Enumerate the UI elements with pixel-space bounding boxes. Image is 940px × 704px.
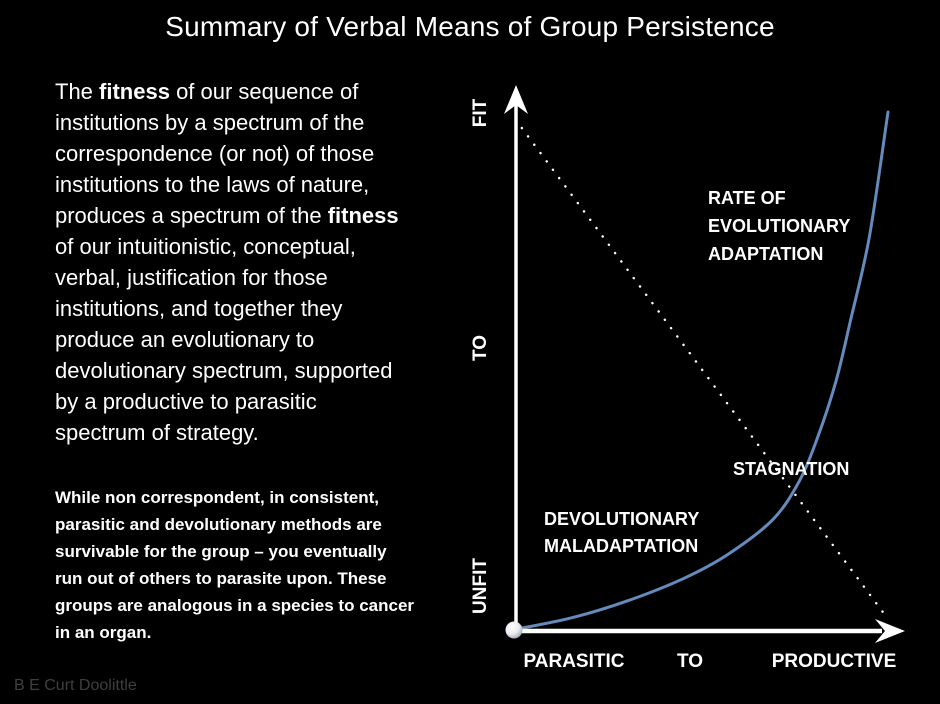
intro-text: The	[55, 79, 100, 104]
y-axis-label-fit: FIT	[470, 98, 491, 128]
x-axis-label-productive: PRODUCTIVE	[771, 651, 897, 672]
y-axis-label-unfit: UNFIT	[470, 558, 491, 614]
origin-marker	[505, 621, 523, 639]
x-axis-arrowhead	[875, 619, 905, 643]
intro-bold-term: fitness	[99, 79, 170, 104]
intro-text: of our intuitionistic, conceptual, verba…	[55, 234, 393, 445]
x-axis-label-parasitic: PARASITIC	[523, 651, 625, 672]
y-axis-arrowhead	[504, 85, 528, 114]
adaptation-curve	[515, 110, 890, 631]
page-title: Summary of Verbal Means of Group Persist…	[165, 11, 775, 42]
y-axis-label-to: TO	[470, 334, 491, 362]
credit: B E Curt Doolittle	[14, 677, 137, 694]
intro-paragraph: The fitness of our sequence of instituti…	[55, 76, 475, 448]
annotation-rate-of-evolutionary-adaptation: RATE OF EVOLUTIONARY ADAPTATION	[708, 188, 851, 264]
x-axis-label-to: TO	[676, 651, 704, 672]
annotation-devolutionary-maladaptation: DEVOLUTIONARY MALADAPTATION	[544, 509, 700, 556]
intro-bold-term: fitness	[327, 203, 399, 228]
intro-text: of our sequence of institutions by a spe…	[55, 79, 375, 228]
annotation-stagnation: STAGNATION	[733, 459, 850, 479]
note-paragraph: While non correspondent, in consistent, …	[55, 488, 415, 642]
